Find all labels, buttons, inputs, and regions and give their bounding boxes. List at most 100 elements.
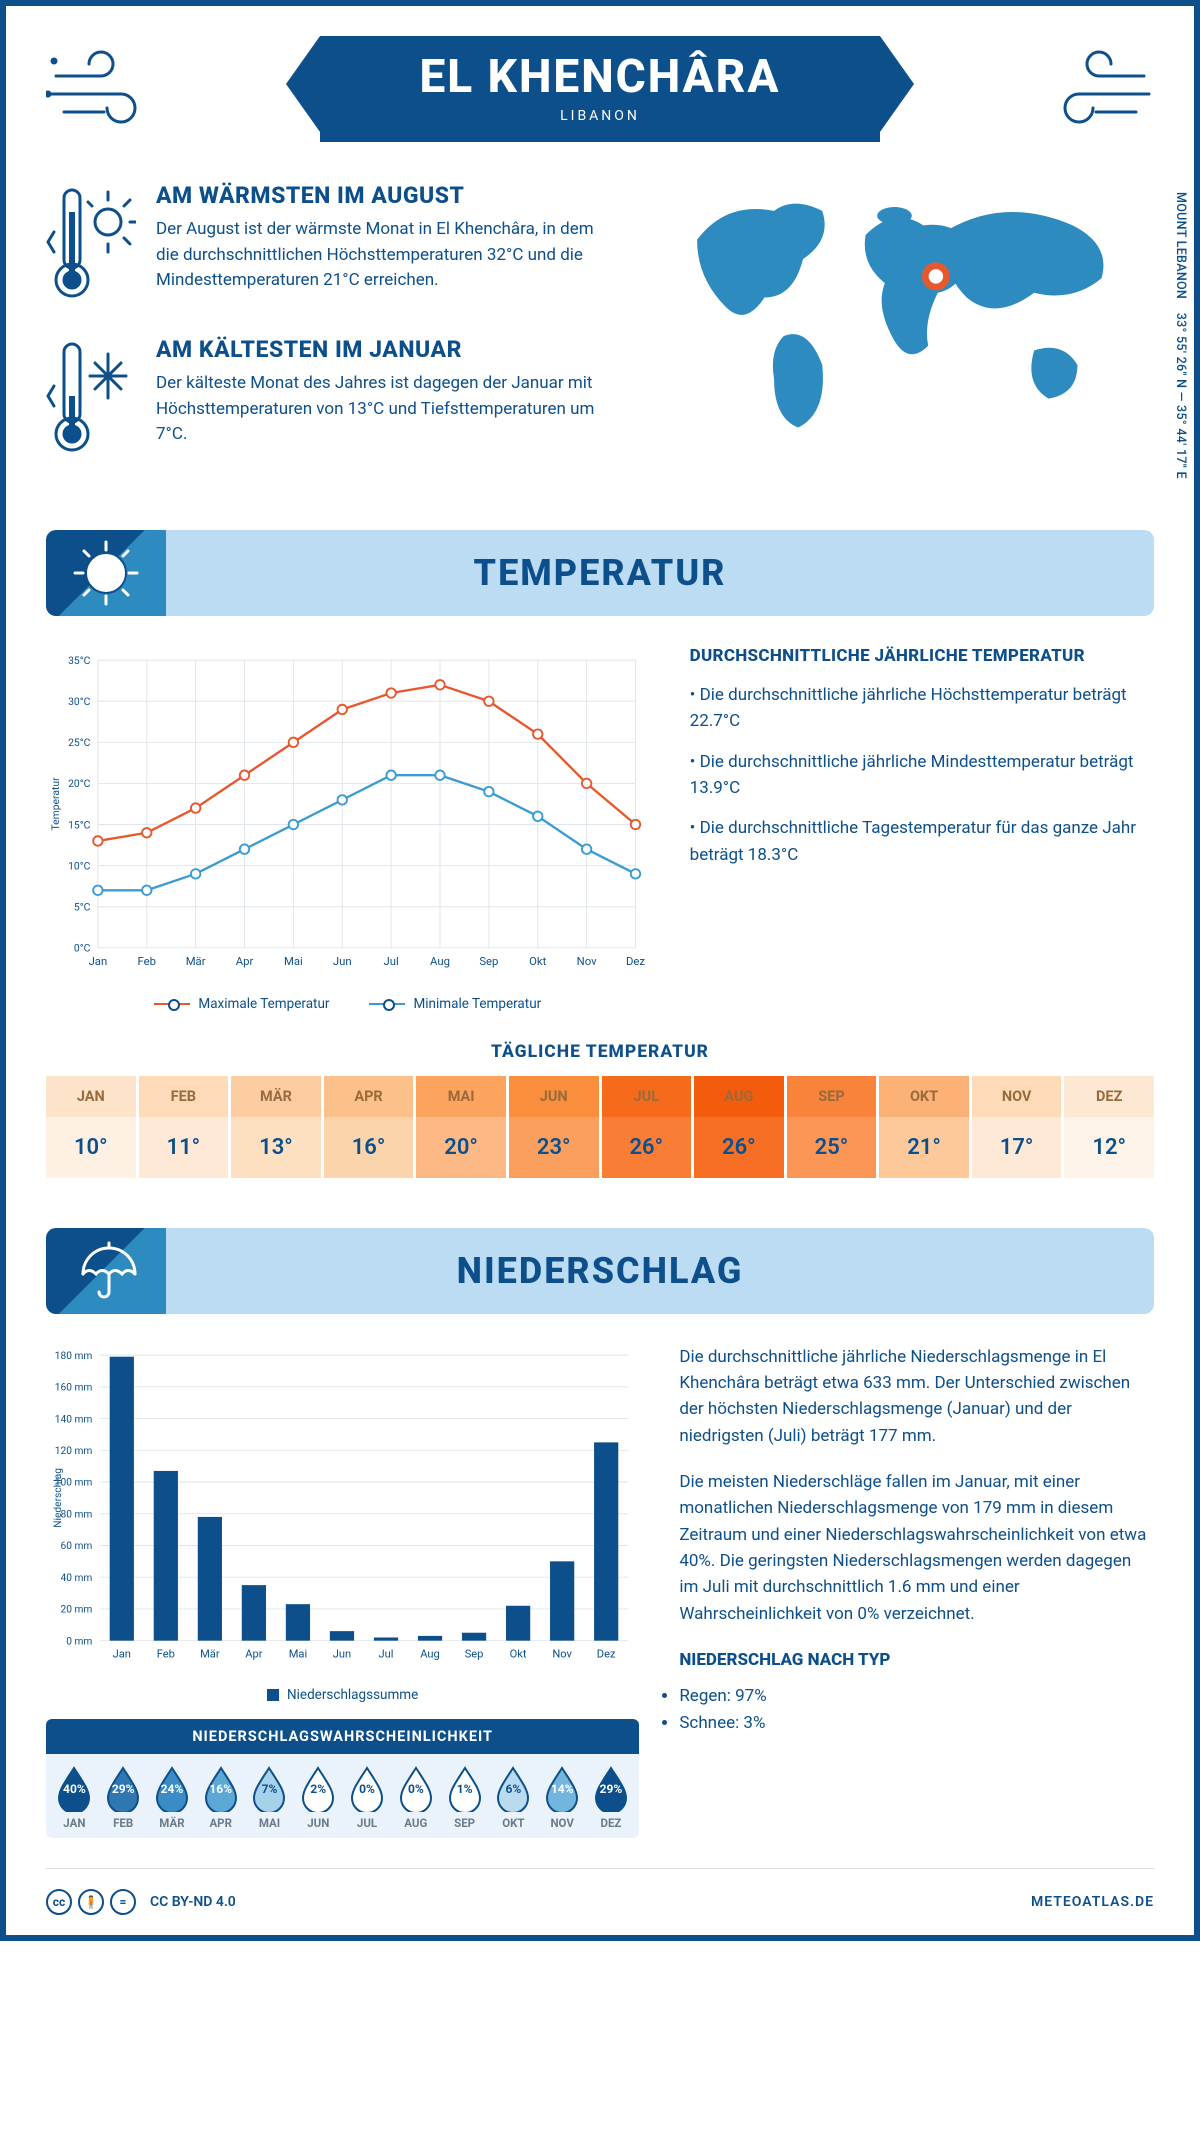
temp-col: OKT21°: [879, 1076, 969, 1178]
prob-cell: 0%AUG: [391, 1764, 440, 1830]
intro-section: AM WÄRMSTEN IM AUGUST Der August ist der…: [46, 182, 1154, 490]
temp-bullet: Die durchschnittliche jährliche Höchstte…: [690, 682, 1154, 735]
temp-col: FEB11°: [139, 1076, 229, 1178]
svg-text:Mär: Mär: [186, 955, 206, 968]
prob-cell: 0%JUL: [343, 1764, 392, 1830]
svg-text:Jul: Jul: [379, 1647, 394, 1660]
temp-col: SEP25°: [787, 1076, 877, 1178]
svg-text:80 mm: 80 mm: [61, 1509, 93, 1520]
coldest-text: Der kälteste Monat des Jahres ist dagege…: [156, 371, 605, 448]
svg-text:Okt: Okt: [510, 1647, 527, 1660]
prob-cell: 24%MÄR: [148, 1764, 197, 1830]
svg-text:Jan: Jan: [113, 1647, 131, 1660]
prob-cell: 16%APR: [196, 1764, 245, 1830]
precip-type-item: Schnee: 3%: [679, 1710, 1154, 1736]
svg-text:Niederschlag: Niederschlag: [53, 1467, 64, 1527]
title-banner: EL KHENCHÂRA LIBANON: [320, 36, 880, 142]
precip-type-item: Regen: 97%: [679, 1683, 1154, 1709]
coldest-title: AM KÄLTESTEN IM JANUAR: [156, 336, 605, 363]
wind-icon-left: [46, 46, 166, 136]
temp-legend: Maximale Temperatur Minimale Temperatur: [46, 996, 650, 1012]
footer: cc 🧍 = CC BY-ND 4.0 METEOATLAS.DE: [46, 1868, 1154, 1915]
site-name: METEOATLAS.DE: [1031, 1894, 1154, 1910]
daily-temp-table: JAN10°FEB11°MÄR13°APR16°MAI20°JUN23°JUL2…: [46, 1076, 1154, 1178]
infographic-page: EL KHENCHÂRA LIBANON AM WÄRMSTEN IM AUGU…: [0, 0, 1200, 1941]
svg-text:30°C: 30°C: [68, 695, 91, 708]
svg-text:Aug: Aug: [420, 1647, 440, 1660]
prob-row: 40%JAN29%FEB24%MÄR16%APR7%MAI2%JUN0%JUL0…: [46, 1754, 639, 1838]
temp-col: JAN10°: [46, 1076, 136, 1178]
svg-text:Mai: Mai: [284, 955, 303, 968]
umbrella-icon: [46, 1228, 166, 1314]
svg-text:60 mm: 60 mm: [61, 1541, 93, 1552]
daily-temp-title: TÄGLICHE TEMPERATUR: [46, 1042, 1154, 1062]
svg-text:Jun: Jun: [333, 955, 352, 968]
precip-body: 0 mm20 mm40 mm60 mm80 mm100 mm120 mm140 …: [46, 1344, 1154, 1839]
prob-cell: 7%MAI: [245, 1764, 294, 1830]
svg-text:25°C: 25°C: [68, 736, 91, 749]
temp-chart: 0°C5°C10°C15°C20°C25°C30°C35°CJanFebMärA…: [46, 646, 650, 1012]
coordinates: MOUNT LEBANON 33° 55' 26'' N — 35° 44' 1…: [1173, 192, 1188, 479]
temp-info-title: DURCHSCHNITTLICHE JÄHRLICHE TEMPERATUR: [690, 646, 1154, 666]
cc-icon: cc: [46, 1889, 72, 1915]
temp-body: 0°C5°C10°C15°C20°C25°C30°C35°CJanFebMärA…: [46, 646, 1154, 1012]
svg-text:Jun: Jun: [333, 1647, 351, 1660]
prob-cell: 29%FEB: [99, 1764, 148, 1830]
svg-text:15°C: 15°C: [68, 818, 91, 831]
svg-text:0 mm: 0 mm: [66, 1636, 92, 1647]
temp-col: JUN23°: [509, 1076, 599, 1178]
prob-cell: 40%JAN: [50, 1764, 99, 1830]
svg-text:0°C: 0°C: [74, 942, 91, 955]
prob-cell: 2%JUN: [294, 1764, 343, 1830]
svg-text:40 mm: 40 mm: [61, 1572, 93, 1583]
temp-col: APR16°: [324, 1076, 414, 1178]
svg-text:5°C: 5°C: [74, 900, 91, 913]
svg-text:160 mm: 160 mm: [55, 1382, 93, 1393]
svg-text:Mai: Mai: [289, 1647, 307, 1660]
svg-text:Temperatur: Temperatur: [49, 777, 62, 831]
svg-text:Jan: Jan: [89, 955, 108, 968]
temp-col: AUG26°: [694, 1076, 784, 1178]
warmest-text: Der August ist der wärmste Monat in El K…: [156, 217, 605, 294]
svg-text:120 mm: 120 mm: [55, 1446, 93, 1457]
svg-text:Jul: Jul: [384, 955, 399, 968]
svg-text:20 mm: 20 mm: [61, 1604, 93, 1615]
prob-cell: 29%DEZ: [587, 1764, 636, 1830]
temp-col: MÄR13°: [231, 1076, 321, 1178]
thermometer-cold-icon: [46, 336, 136, 460]
svg-text:35°C: 35°C: [68, 654, 91, 667]
prob-cell: 1%SEP: [440, 1764, 489, 1830]
coldest-block: AM KÄLTESTEN IM JANUAR Der kälteste Mona…: [46, 336, 605, 460]
svg-text:180 mm: 180 mm: [55, 1350, 93, 1361]
nd-icon: =: [110, 1889, 136, 1915]
license-block: cc 🧍 = CC BY-ND 4.0: [46, 1889, 236, 1915]
sun-icon: [46, 530, 166, 616]
svg-text:Apr: Apr: [245, 1647, 262, 1660]
prob-cell: 6%OKT: [489, 1764, 538, 1830]
city-name: EL KHENCHÂRA: [410, 50, 790, 104]
warmest-block: AM WÄRMSTEN IM AUGUST Der August ist der…: [46, 182, 605, 306]
temp-bullet: Die durchschnittliche Tagestemperatur fü…: [690, 815, 1154, 868]
prob-cell: 14%NOV: [538, 1764, 587, 1830]
intro-facts: AM WÄRMSTEN IM AUGUST Der August ist der…: [46, 182, 605, 490]
temp-info: DURCHSCHNITTLICHE JÄHRLICHE TEMPERATUR D…: [690, 646, 1154, 1012]
svg-text:Aug: Aug: [430, 955, 450, 968]
temp-bullet: Die durchschnittliche jährliche Mindestt…: [690, 749, 1154, 802]
temp-section-header: TEMPERATUR: [46, 530, 1154, 616]
temp-col: NOV17°: [972, 1076, 1062, 1178]
precip-text: Die durchschnittliche jährliche Niedersc…: [679, 1344, 1154, 1839]
country-name: LIBANON: [410, 108, 790, 124]
precip-section-header: NIEDERSCHLAG: [46, 1228, 1154, 1314]
temp-col: MAI20°: [416, 1076, 506, 1178]
svg-text:Nov: Nov: [577, 955, 597, 968]
prob-title: NIEDERSCHLAGSWAHRSCHEINLICHKEIT: [46, 1719, 639, 1754]
svg-text:10°C: 10°C: [68, 859, 91, 872]
svg-text:20°C: 20°C: [68, 777, 91, 790]
svg-text:Sep: Sep: [479, 955, 498, 968]
precip-legend: Niederschlagssumme: [46, 1687, 639, 1703]
precip-chart: 0 mm20 mm40 mm60 mm80 mm100 mm120 mm140 …: [46, 1344, 639, 1678]
svg-text:Mär: Mär: [200, 1647, 220, 1660]
svg-text:Sep: Sep: [465, 1647, 484, 1660]
svg-text:Feb: Feb: [157, 1647, 175, 1660]
temp-col: JUL26°: [602, 1076, 692, 1178]
